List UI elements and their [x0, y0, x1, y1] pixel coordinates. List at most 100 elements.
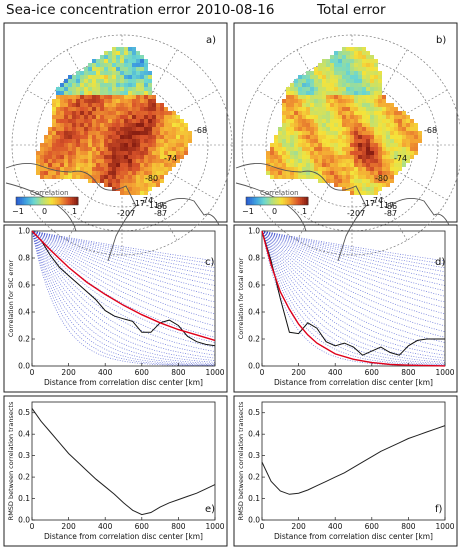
map-cell	[266, 171, 270, 175]
map-cell	[318, 147, 322, 151]
map-cell	[330, 55, 334, 59]
map-cell	[140, 99, 144, 103]
map-cell	[358, 83, 362, 87]
map-cell	[84, 103, 88, 107]
map-cell	[302, 119, 306, 123]
map-cell	[322, 83, 326, 87]
map-cell	[148, 99, 152, 103]
map-cell	[282, 155, 286, 159]
map-cell	[92, 151, 96, 155]
map-cell	[100, 103, 104, 107]
map-cell	[406, 143, 410, 147]
map-cell	[60, 171, 64, 175]
map-cell	[144, 59, 148, 63]
map-cell	[342, 99, 346, 103]
x-tick-label: 0	[30, 522, 35, 531]
map-cell	[160, 115, 164, 119]
map-cell	[188, 135, 192, 139]
map-cell	[92, 91, 96, 95]
map-cell	[88, 163, 92, 167]
map-cell	[362, 103, 366, 107]
map-cell	[342, 59, 346, 63]
map-cell	[338, 127, 342, 131]
map-cell	[350, 147, 354, 151]
map-cell	[152, 119, 156, 123]
map-cell	[350, 71, 354, 75]
map-cell	[52, 135, 56, 139]
map-grid-label: -74	[394, 154, 407, 163]
map-cell	[314, 175, 318, 179]
map-cell	[80, 103, 84, 107]
map-cell	[338, 143, 342, 147]
map-cell	[72, 99, 76, 103]
map-cell	[382, 131, 386, 135]
map-cell	[120, 187, 124, 191]
map-cell	[168, 131, 172, 135]
map-cell	[346, 91, 350, 95]
map-cell	[354, 71, 358, 75]
map-cell	[172, 147, 176, 151]
map-cell	[298, 147, 302, 151]
model-curve	[261, 230, 446, 343]
map-cell	[108, 99, 112, 103]
map-cell	[124, 135, 128, 139]
map-cell	[156, 135, 160, 139]
map-cell	[180, 131, 184, 135]
map-cell	[322, 131, 326, 135]
map-cell	[92, 147, 96, 151]
map-cell	[310, 99, 314, 103]
map-cell	[148, 171, 152, 175]
map-cell	[362, 159, 366, 163]
map-cell	[64, 135, 68, 139]
map-cell	[96, 171, 100, 175]
map-cell	[322, 67, 326, 71]
map-cell	[366, 151, 370, 155]
map-cell	[152, 183, 156, 187]
map-cell	[290, 107, 294, 111]
map-cell	[334, 107, 338, 111]
map-cell	[366, 91, 370, 95]
map-cell	[354, 159, 358, 163]
map-cell	[294, 135, 298, 139]
map-cell	[84, 167, 88, 171]
map-cell	[64, 87, 68, 91]
colorbar-swatch	[30, 197, 34, 205]
map-cell	[132, 123, 136, 127]
map-cell	[366, 143, 370, 147]
map-cell	[132, 155, 136, 159]
map-cell	[124, 143, 128, 147]
map-cell	[310, 151, 314, 155]
map-cell	[354, 131, 358, 135]
map-cell	[152, 99, 156, 103]
map-cell	[286, 147, 290, 151]
map-cell	[362, 123, 366, 127]
map-cell	[108, 63, 112, 67]
map-cell	[362, 143, 366, 147]
map-cell	[354, 179, 358, 183]
map-cell	[390, 103, 394, 107]
map-cell	[128, 171, 132, 175]
map-cell	[128, 67, 132, 71]
map-cell	[370, 167, 374, 171]
map-cell	[68, 135, 72, 139]
colorbar-swatch	[281, 197, 284, 205]
map-cell	[278, 131, 282, 135]
plot-e: 0 200 400 600 800 10000.00.10.20.30.40.5Dista…	[7, 401, 225, 541]
map-cell	[354, 143, 358, 147]
map-cell	[370, 191, 374, 195]
map-cell	[136, 119, 140, 123]
map-cell	[318, 67, 322, 71]
map-grid-label: -87	[154, 209, 167, 218]
map-cell	[112, 47, 116, 51]
map-cell	[156, 131, 160, 135]
model-curve	[31, 230, 216, 361]
map-cell	[366, 59, 370, 63]
map-cell	[266, 167, 270, 171]
map-cell	[88, 103, 92, 107]
colorbar-swatch	[65, 197, 69, 205]
map-cell	[56, 155, 60, 159]
map-cell	[92, 115, 96, 119]
map-cell	[358, 127, 362, 131]
map-cell	[386, 143, 390, 147]
map-grid-label: -17	[362, 199, 375, 208]
